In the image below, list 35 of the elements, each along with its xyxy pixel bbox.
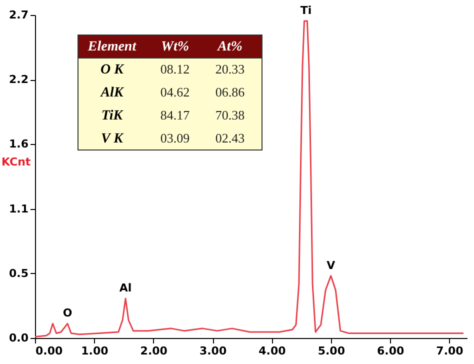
x-tick-label: 6.00 xyxy=(377,344,404,358)
y-axis-title: KCnt xyxy=(2,155,31,168)
y-tick-label: 2.7 xyxy=(9,8,28,22)
annotation: 70.38 xyxy=(215,108,245,122)
y-tick-label: 2.2 xyxy=(9,73,28,86)
annotation: O K xyxy=(100,62,126,78)
annotation: 03.09 xyxy=(160,130,190,146)
annotation: Wt% xyxy=(161,40,189,54)
annotation: Al xyxy=(119,282,132,295)
annotation: V xyxy=(326,258,336,272)
annotation: At% xyxy=(216,40,242,54)
annotation: 06.86 xyxy=(215,84,246,100)
x-tick-label: 3.00 xyxy=(199,344,227,358)
annotation: Element xyxy=(86,40,138,54)
x-tick-label: 7.00 xyxy=(436,344,464,358)
annotation: TiK xyxy=(101,108,124,124)
y-tick-label: 0.5 xyxy=(9,266,28,280)
x-tick-label: 2.00 xyxy=(140,344,168,358)
annotation: 02.43 xyxy=(215,130,245,146)
x-tick-label: 1.00 xyxy=(81,344,109,358)
y-tick-label: 0.0 xyxy=(9,332,29,344)
annotation: 04.62 xyxy=(160,84,190,100)
x-tick-label: 0.00 xyxy=(36,344,63,358)
x-tick-label: 4.00 xyxy=(258,344,286,358)
annotation: 20.33 xyxy=(215,62,245,76)
annotation: Ti xyxy=(300,4,312,17)
y-tick-label: 1.1 xyxy=(9,202,28,216)
annotation: O xyxy=(62,306,72,320)
annotation: 84.17 xyxy=(160,108,190,122)
annotation: V K xyxy=(101,132,125,146)
annotation: AlK xyxy=(100,86,125,100)
y-tick-label: 1.6 xyxy=(9,138,29,151)
line-series xyxy=(35,20,464,338)
x-tick-label: 5.00 xyxy=(318,344,346,358)
annotation: 08.12 xyxy=(160,62,190,76)
